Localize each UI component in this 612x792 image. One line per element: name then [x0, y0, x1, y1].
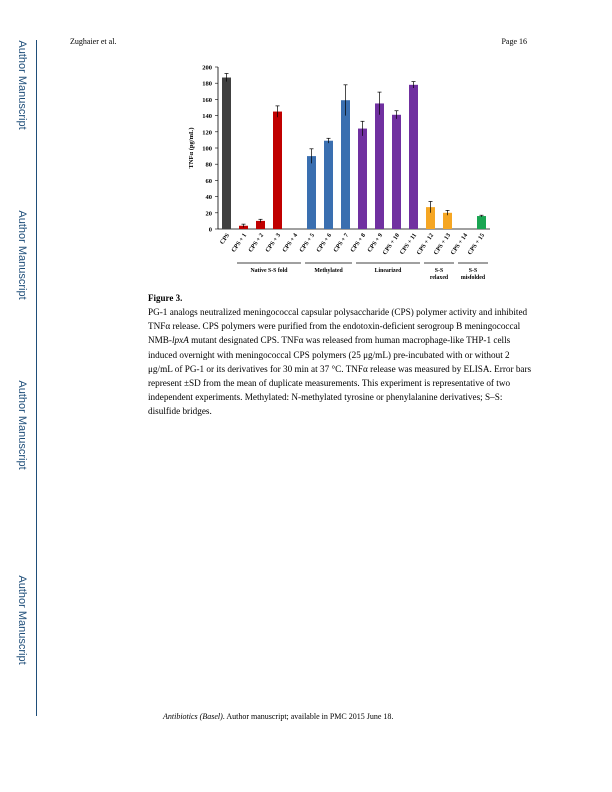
bar — [409, 84, 418, 229]
page-number: Page 16 — [501, 37, 527, 46]
bar — [273, 111, 282, 229]
x-tick-label: CPS + 8 — [349, 232, 367, 254]
page-footer: Antibiotics (Basel). Author manuscript; … — [163, 712, 393, 721]
caption-text: mutant designated CPS. TNFα was released… — [148, 335, 532, 417]
author-manuscript-watermark: Author Manuscript — [16, 380, 28, 470]
author-manuscript-watermark: Author Manuscript — [16, 40, 28, 130]
group-label: Native S-S fold — [250, 268, 288, 274]
bar — [477, 216, 486, 229]
x-tick-label: CPS + 5 — [298, 232, 316, 254]
y-tick-label: 160 — [202, 97, 212, 104]
y-tick-label: 140 — [202, 113, 212, 120]
author-manuscript-watermark: Author Manuscript — [16, 210, 28, 300]
running-header-authors: Zughaier et al. — [70, 37, 117, 46]
x-tick-label: CPS + 4 — [281, 232, 299, 254]
y-tick-label: 180 — [202, 81, 212, 88]
group-label: S-S misfolded — [461, 268, 486, 281]
x-tick-label: CPS + 7 — [332, 232, 350, 254]
caption-text: PG-1 analogs neutralized meningococcal c… — [148, 307, 528, 346]
y-tick-label: 40 — [206, 194, 213, 201]
x-tick-label: CPS — [219, 232, 232, 246]
y-tick-label: 120 — [202, 129, 212, 136]
bar — [426, 207, 435, 229]
tnf-alpha-bar-chart: 0 20 40 60 80 100 120 140 160 180 200 TNFα (pg/mL) C… — [188, 65, 490, 281]
bar — [307, 156, 316, 229]
y-tick-label: 100 — [202, 146, 212, 153]
x-tick-label: CPS + 1 — [230, 232, 248, 254]
journal-name: Antibiotics (Basel) — [163, 712, 223, 721]
y-tick-label: 0 — [209, 227, 212, 234]
bar — [341, 100, 350, 230]
sidebar-rule — [36, 40, 37, 716]
figure-label: Figure 3. — [148, 293, 183, 303]
x-tick-label: CPS + 15 — [466, 232, 486, 256]
caption-italic-term: lpxA — [172, 335, 189, 346]
footer-availability: . Author manuscript; available in PMC 20… — [222, 712, 394, 721]
bar — [358, 128, 367, 229]
bar — [443, 212, 452, 229]
y-axis-label: TNFα (pg/mL) — [188, 127, 195, 168]
group-label: S-S relaxed — [430, 268, 449, 281]
y-tick-label: 200 — [202, 65, 212, 72]
author-manuscript-watermark: Author Manuscript — [16, 575, 28, 665]
x-tick-label: CPS + 3 — [264, 232, 282, 254]
group-label: Linearized — [375, 268, 403, 274]
x-tick-label: CPS + 6 — [315, 232, 333, 254]
bar — [256, 220, 265, 229]
y-tick-label: 60 — [206, 178, 213, 185]
x-tick-label: CPS + 2 — [247, 232, 265, 254]
bar — [375, 103, 384, 229]
group-label: Methylated — [314, 268, 343, 274]
bar — [222, 77, 231, 229]
y-tick-label: 80 — [206, 162, 213, 169]
y-tick-label: 20 — [206, 210, 213, 217]
figure-caption: PG-1 analogs neutralized meningococcal c… — [148, 305, 533, 419]
bar — [392, 114, 401, 229]
bar — [324, 140, 333, 229]
